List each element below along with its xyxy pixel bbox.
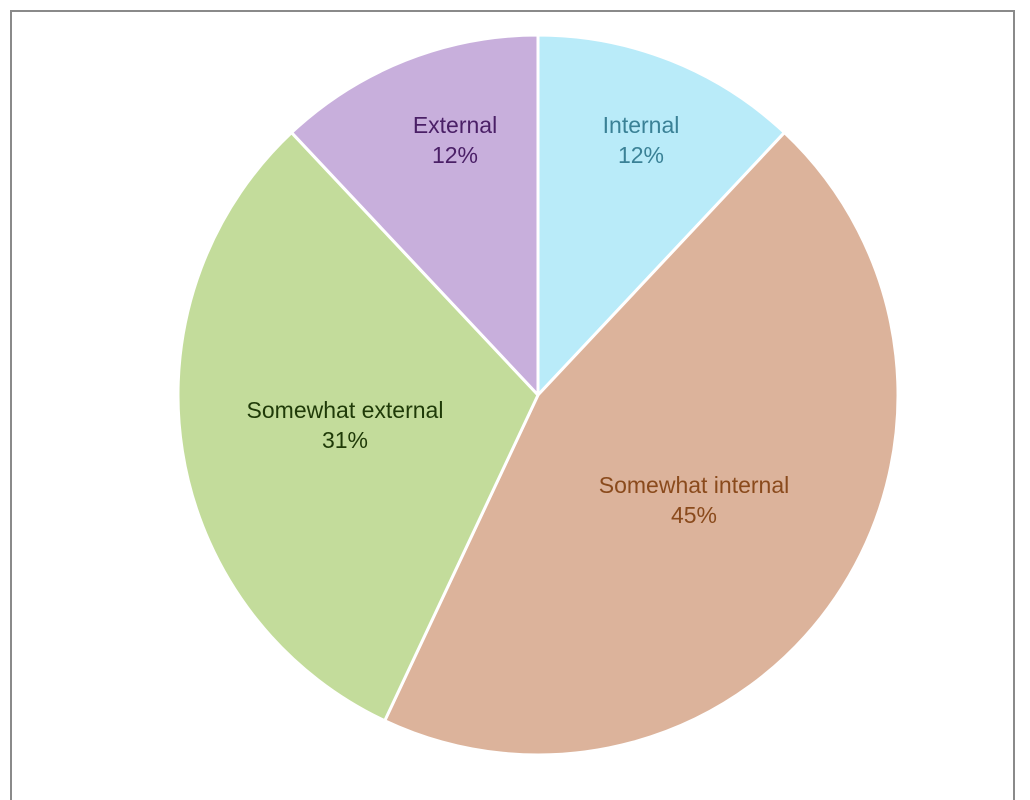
slice-value-somewhat-internal: 45% (671, 502, 717, 528)
slice-label-somewhat-internal: Somewhat internal (599, 472, 790, 498)
pie-slice-somewhat-external (176, 131, 540, 723)
pie-slice-internal (536, 33, 786, 397)
slice-label-somewhat-external: Somewhat external (247, 397, 444, 423)
slice-label-internal: Internal (603, 112, 680, 138)
pie-slice-external (290, 33, 540, 397)
slice-value-external: 12% (432, 142, 478, 168)
slice-value-somewhat-external: 31% (322, 427, 368, 453)
slice-value-internal: 12% (618, 142, 664, 168)
pie-slice-somewhat-internal (383, 131, 900, 757)
slice-label-external: External (413, 112, 497, 138)
